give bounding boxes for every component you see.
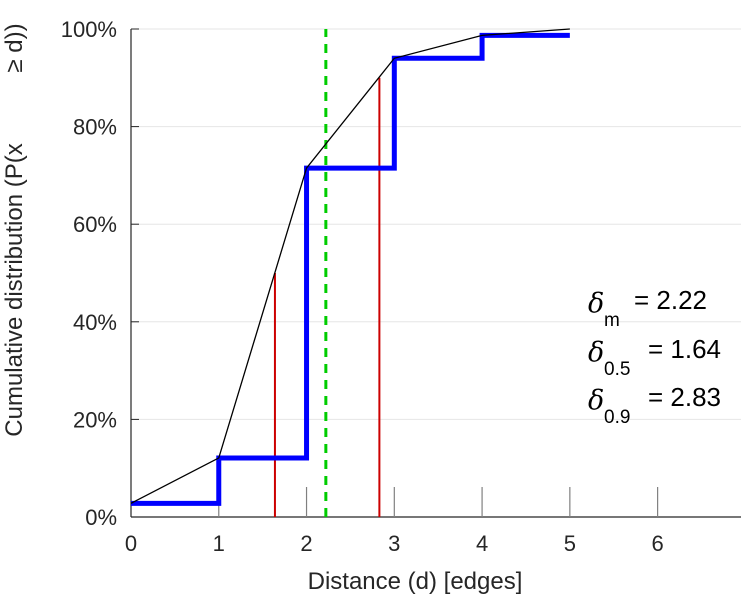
annotation-p90-value: = 2.83 xyxy=(648,382,721,412)
x-tick-label-1: 1 xyxy=(213,531,225,556)
tick-labels: 0% 20% 40% 60% 80% 100% 0 1 2 3 4 5 6 xyxy=(61,17,664,556)
y-tick-label-2: 40% xyxy=(73,310,117,335)
annotation-p90-subscript: 0.9 xyxy=(604,407,630,428)
x-tick-label-6: 6 xyxy=(651,531,663,556)
y-tick-label-0: 0% xyxy=(85,505,117,530)
annotation-median-symbol: δ xyxy=(588,337,604,368)
annotation-p90-symbol: δ xyxy=(588,385,604,416)
step-series xyxy=(131,32,570,506)
y-axis-label: Cumulative distribution (P(x xyxy=(1,143,28,436)
annotation-mean: δ m = 2.22 xyxy=(588,285,707,331)
annotation-mean-value: = 2.22 xyxy=(634,285,707,315)
annotation-mean-subscript: m xyxy=(604,310,620,331)
y-tick-label-4: 80% xyxy=(73,115,117,140)
y-axis-label-line-1: Cumulative distribution (P(x xyxy=(1,143,28,436)
line-series xyxy=(130,28,570,504)
statistics-annotations: δ m = 2.22 δ 0.5 = 1.64 δ 0.9 = 2.83 xyxy=(588,285,721,428)
x-tick-label-3: 3 xyxy=(388,531,400,556)
x-tick-label-0: 0 xyxy=(125,531,137,556)
x-tick-label-5: 5 xyxy=(564,531,576,556)
annotation-median-value: = 1.64 xyxy=(648,334,721,364)
y-tick-label-1: 20% xyxy=(73,407,117,432)
y-axis-label-line-2: ≥ d)) xyxy=(1,23,28,72)
x-axis-label: Distance (d) [edges] xyxy=(308,568,523,595)
vertical-markers xyxy=(273,29,381,517)
x-tick-label-4: 4 xyxy=(476,531,488,556)
annotation-median: δ 0.5 = 1.64 xyxy=(588,334,721,380)
annotation-p90: δ 0.9 = 2.83 xyxy=(588,382,721,428)
x-tick-label-2: 2 xyxy=(300,531,312,556)
grid-lines xyxy=(131,28,741,420)
y-axis-label-wrap: ≥ d)) xyxy=(1,23,28,72)
data-series xyxy=(130,28,570,506)
y-tick-label-3: 60% xyxy=(73,212,117,237)
y-tick-label-5: 100% xyxy=(61,17,117,42)
annotation-median-subscript: 0.5 xyxy=(604,359,630,380)
annotation-mean-symbol: δ xyxy=(588,288,604,319)
